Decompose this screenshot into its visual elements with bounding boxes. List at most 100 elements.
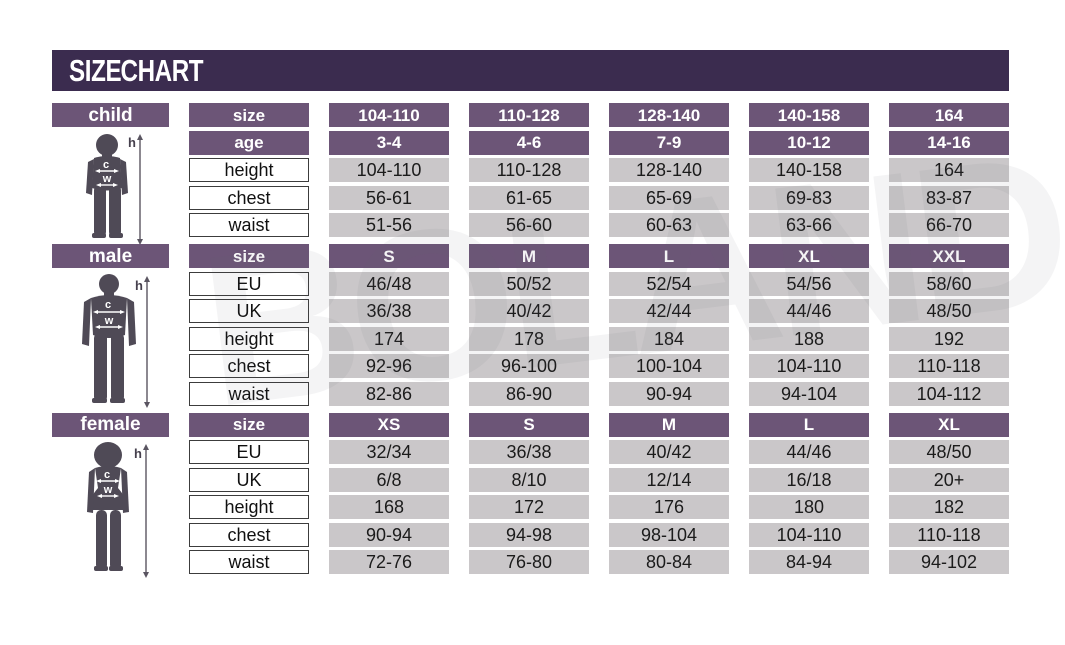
header-cell: 164 [889, 103, 1009, 127]
value-cell: 36/38 [469, 440, 589, 464]
header-cell: XXL [889, 244, 1009, 268]
row-label-eu: EU [189, 271, 309, 296]
value-cell: 176 [609, 495, 729, 519]
value-cell: 94-104 [749, 381, 869, 406]
header-cell: XL [749, 244, 869, 268]
value-cell: 110-128 [469, 158, 589, 182]
page-title: SIZE CHART [69, 52, 204, 88]
value-cell: 94-102 [889, 550, 1009, 574]
header-cell: M [609, 412, 729, 437]
value-cell: 44/46 [749, 440, 869, 464]
value-cell: 12/14 [609, 467, 729, 492]
value-cell: 104-110 [749, 522, 869, 547]
value-cell: 164 [889, 158, 1009, 182]
value-cell: 110-118 [889, 354, 1009, 378]
value-cell: 72-76 [329, 550, 449, 574]
row-label-height: height [189, 495, 309, 519]
section-label-female: female [52, 412, 169, 437]
child-figure: c w h [52, 131, 169, 245]
value-cell: 60-63 [609, 213, 729, 237]
row-label-uk: UK [189, 467, 309, 492]
value-cell: 76-80 [469, 550, 589, 574]
row-label-waist: waist [189, 213, 309, 237]
value-cell: 54/56 [749, 271, 869, 296]
female-figure: c w h [52, 440, 169, 578]
value-cell: 65-69 [609, 185, 729, 210]
value-cell: 82-86 [329, 381, 449, 406]
value-cell: 174 [329, 326, 449, 351]
row-label-uk: UK [189, 299, 309, 323]
waist-label: w [101, 173, 111, 185]
header-cell: L [749, 412, 869, 437]
value-cell: 192 [889, 326, 1009, 351]
value-cell: 48/50 [889, 299, 1009, 323]
value-cell: 69-83 [749, 185, 869, 210]
header-cell: L [609, 244, 729, 268]
value-cell: 90-94 [329, 522, 449, 547]
row-label-chest: chest [189, 354, 309, 378]
header-cell: 128-140 [609, 103, 729, 127]
row-label-height: height [189, 158, 309, 182]
row-label-waist: waist [189, 381, 309, 406]
value-cell: 100-104 [609, 354, 729, 378]
header-cell: 140-158 [749, 103, 869, 127]
chest-label: c [104, 299, 110, 311]
value-cell: 180 [749, 495, 869, 519]
header-cell: S [329, 244, 449, 268]
size-chart-sections: child c w h size 104-110 110-128 128-140 140… [52, 103, 1009, 578]
value-cell: 84-94 [749, 550, 869, 574]
value-cell: 36/38 [329, 299, 449, 323]
value-cell: 56-61 [329, 185, 449, 210]
row-label-chest: chest [189, 522, 309, 547]
value-cell: 172 [469, 495, 589, 519]
value-cell: 52/54 [609, 271, 729, 296]
header-cell: S [469, 412, 589, 437]
value-cell: 184 [609, 326, 729, 351]
value-cell: 66-70 [889, 213, 1009, 237]
header-cell: M [469, 244, 589, 268]
section-male: male c w h size S M L XL XXL EU 46/48 50/52 52/54… [52, 244, 1009, 408]
header-cell: 104-110 [329, 103, 449, 127]
value-cell: 168 [329, 495, 449, 519]
row-label-age: age [189, 130, 309, 155]
chest-label: c [102, 159, 108, 171]
header-cell: XS [329, 412, 449, 437]
header-cell: 110-128 [469, 103, 589, 127]
male-figure: c w h [52, 272, 169, 408]
value-cell: 86-90 [469, 381, 589, 406]
section-female: female c w h size XS S M L XL EU 32/34 36/38 40/4… [52, 412, 1009, 578]
size-chart-infographic: SIZE CHART child c w h size 104-110 110-12… [52, 50, 1009, 578]
row-label-eu: EU [189, 440, 309, 464]
value-cell: 182 [889, 495, 1009, 519]
value-cell: 50/52 [469, 271, 589, 296]
section-label-child: child [52, 103, 169, 127]
value-cell: 44/46 [749, 299, 869, 323]
value-cell: 178 [469, 326, 589, 351]
female-silhouette-icon: c w h [86, 442, 149, 578]
section-label-male: male [52, 244, 169, 268]
value-cell: 51-56 [329, 213, 449, 237]
value-cell: 16/18 [749, 467, 869, 492]
value-cell: 90-94 [609, 381, 729, 406]
header-cell: 10-12 [749, 130, 869, 155]
value-cell: 20+ [889, 467, 1009, 492]
value-cell: 92-96 [329, 354, 449, 378]
value-cell: 128-140 [609, 158, 729, 182]
height-label: h [135, 278, 143, 293]
height-label: h [128, 135, 136, 150]
value-cell: 8/10 [469, 467, 589, 492]
value-cell: 61-65 [469, 185, 589, 210]
header-cell: 14-16 [889, 130, 1009, 155]
value-cell: 104-110 [329, 158, 449, 182]
value-cell: 188 [749, 326, 869, 351]
child-silhouette-icon: c w h [85, 133, 143, 245]
value-cell: 56-60 [469, 213, 589, 237]
value-cell: 32/34 [329, 440, 449, 464]
header-cell: 3-4 [329, 130, 449, 155]
value-cell: 94-98 [469, 522, 589, 547]
header-cell: 7-9 [609, 130, 729, 155]
value-cell: 110-118 [889, 522, 1009, 547]
height-label: h [134, 446, 142, 461]
section-child: child c w h size 104-110 110-128 128-140 140… [52, 103, 1009, 245]
value-cell: 6/8 [329, 467, 449, 492]
